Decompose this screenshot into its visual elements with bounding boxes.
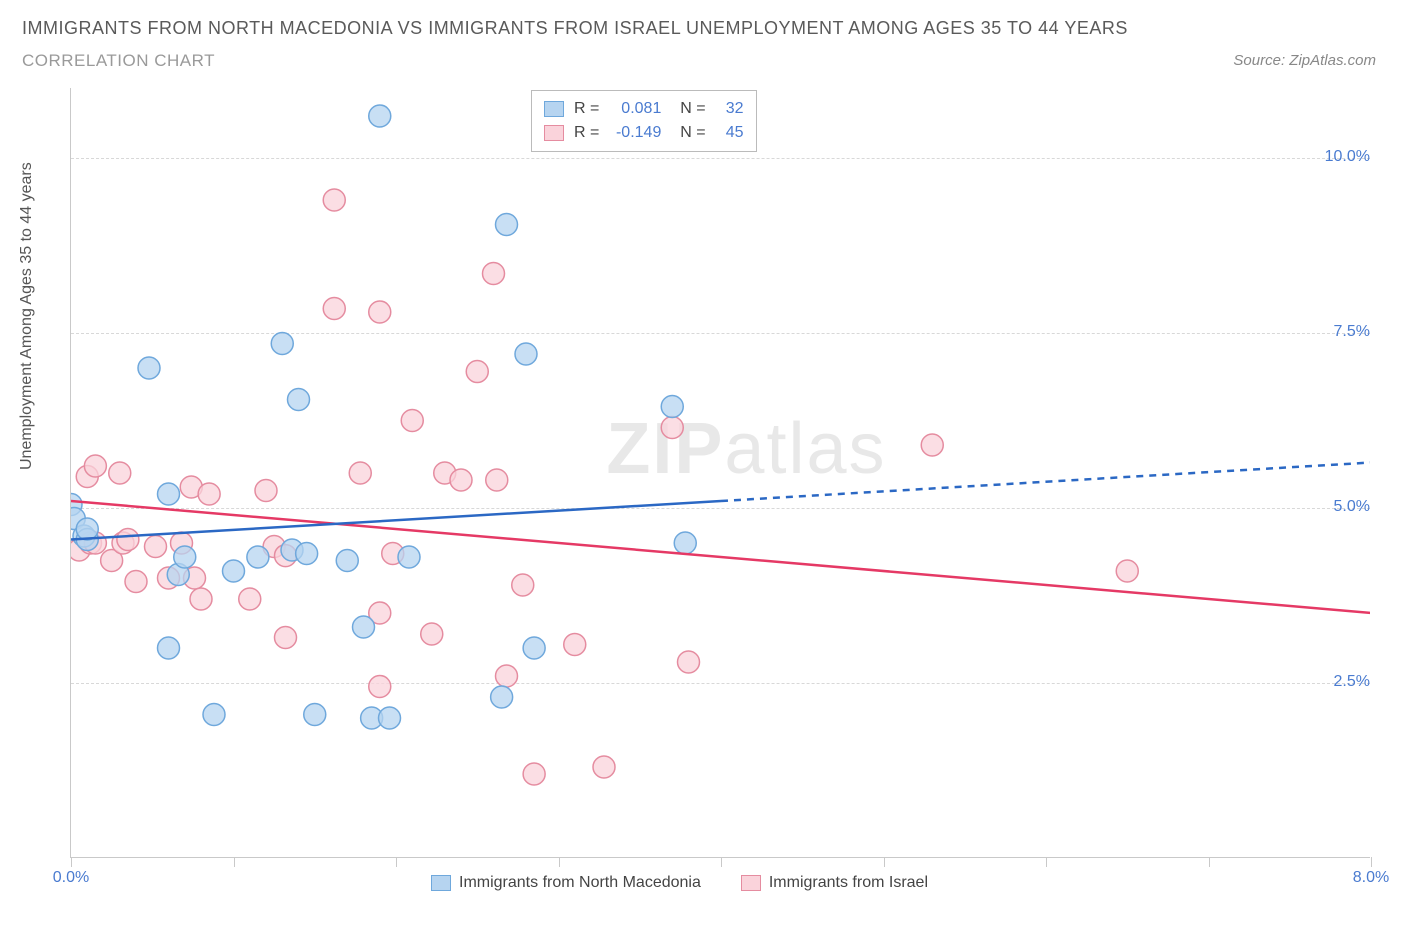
x-tick xyxy=(721,857,722,867)
scatter-point xyxy=(353,616,375,638)
legend-n-label: N = xyxy=(671,121,705,145)
scatter-point xyxy=(323,189,345,211)
legend-r-pink: -0.149 xyxy=(609,121,661,145)
legend-n-label: N = xyxy=(671,97,705,121)
scatter-point xyxy=(564,634,586,656)
scatter-point xyxy=(138,357,160,379)
scatter-point xyxy=(486,469,508,491)
x-tick xyxy=(71,857,72,867)
series-legend: Immigrants from North Macedonia Immigran… xyxy=(431,874,928,892)
source-name: ZipAtlas.com xyxy=(1289,52,1376,69)
y-axis-label: Unemployment Among Ages 35 to 44 years xyxy=(18,162,36,470)
scatter-point xyxy=(593,756,615,778)
legend-swatch-pink xyxy=(544,125,564,141)
scatter-point xyxy=(304,704,326,726)
scatter-point xyxy=(379,707,401,729)
legend-swatch-pink xyxy=(741,875,761,891)
scatter-point xyxy=(84,455,106,477)
x-tick xyxy=(884,857,885,867)
x-tick xyxy=(1371,857,1372,867)
scatter-point xyxy=(203,704,225,726)
legend-swatch-blue xyxy=(431,875,451,891)
series-legend-pink: Immigrants from Israel xyxy=(741,874,928,892)
scatter-point xyxy=(398,546,420,568)
scatter-point xyxy=(369,301,391,323)
scatter-point xyxy=(523,763,545,785)
chart-subtitle: CORRELATION CHART xyxy=(22,51,1406,71)
x-tick xyxy=(1046,857,1047,867)
scatter-point xyxy=(271,333,293,355)
scatter-point xyxy=(190,588,212,610)
scatter-point xyxy=(145,536,167,558)
legend-swatch-blue xyxy=(544,101,564,117)
series-name-pink: Immigrants from Israel xyxy=(769,874,928,892)
legend-n-pink: 45 xyxy=(716,121,744,145)
scatter-point xyxy=(296,543,318,565)
trend-line xyxy=(71,501,721,540)
scatter-point xyxy=(661,417,683,439)
scatter-point xyxy=(496,214,518,236)
scatter-point xyxy=(661,396,683,418)
source-citation: Source: ZipAtlas.com xyxy=(1233,52,1376,69)
x-tick xyxy=(1209,857,1210,867)
scatter-point xyxy=(466,361,488,383)
scatter-point xyxy=(336,550,358,572)
scatter-point xyxy=(125,571,147,593)
scatter-point xyxy=(369,105,391,127)
correlation-legend: R = 0.081 N = 32 R = -0.149 N = 45 xyxy=(531,90,757,152)
scatter-point xyxy=(512,574,534,596)
series-name-blue: Immigrants from North Macedonia xyxy=(459,874,701,892)
scatter-point xyxy=(496,665,518,687)
x-tick xyxy=(234,857,235,867)
series-legend-blue: Immigrants from North Macedonia xyxy=(431,874,701,892)
scatter-point xyxy=(401,410,423,432)
legend-row-blue: R = 0.081 N = 32 xyxy=(544,97,744,121)
scatter-point xyxy=(921,434,943,456)
scatter-point xyxy=(255,480,277,502)
legend-r-label: R = xyxy=(574,97,599,121)
scatter-point xyxy=(76,518,98,540)
x-tick-label: 8.0% xyxy=(1353,869,1389,887)
chart-title: IMMIGRANTS FROM NORTH MACEDONIA VS IMMIG… xyxy=(22,18,1406,39)
scatter-point xyxy=(158,637,180,659)
legend-r-label: R = xyxy=(574,121,599,145)
source-prefix: Source: xyxy=(1233,52,1289,69)
scatter-point xyxy=(158,483,180,505)
scatter-point xyxy=(239,588,261,610)
legend-r-blue: 0.081 xyxy=(609,97,661,121)
x-tick-label: 0.0% xyxy=(53,869,89,887)
scatter-point xyxy=(523,637,545,659)
scatter-point xyxy=(483,263,505,285)
scatter-point xyxy=(349,462,371,484)
scatter-point xyxy=(223,560,245,582)
x-tick xyxy=(396,857,397,867)
scatter-point xyxy=(421,623,443,645)
scatter-point xyxy=(1116,560,1138,582)
plot-svg xyxy=(71,88,1370,857)
scatter-point xyxy=(515,343,537,365)
trend-line xyxy=(721,463,1370,502)
scatter-point xyxy=(678,651,700,673)
scatter-point xyxy=(491,686,513,708)
chart-header: IMMIGRANTS FROM NORTH MACEDONIA VS IMMIG… xyxy=(0,0,1406,71)
scatter-point xyxy=(198,483,220,505)
scatter-point xyxy=(369,676,391,698)
legend-row-pink: R = -0.149 N = 45 xyxy=(544,121,744,145)
scatter-point xyxy=(450,469,472,491)
scatter-point xyxy=(247,546,269,568)
scatter-point xyxy=(275,627,297,649)
x-tick xyxy=(559,857,560,867)
scatter-point xyxy=(117,529,139,551)
scatter-point xyxy=(674,532,696,554)
scatter-point xyxy=(288,389,310,411)
legend-n-blue: 32 xyxy=(716,97,744,121)
chart-plot-area: ZIPatlas R = 0.081 N = 32 R = -0.149 N =… xyxy=(70,88,1370,858)
scatter-point xyxy=(174,546,196,568)
scatter-point xyxy=(323,298,345,320)
scatter-point xyxy=(109,462,131,484)
